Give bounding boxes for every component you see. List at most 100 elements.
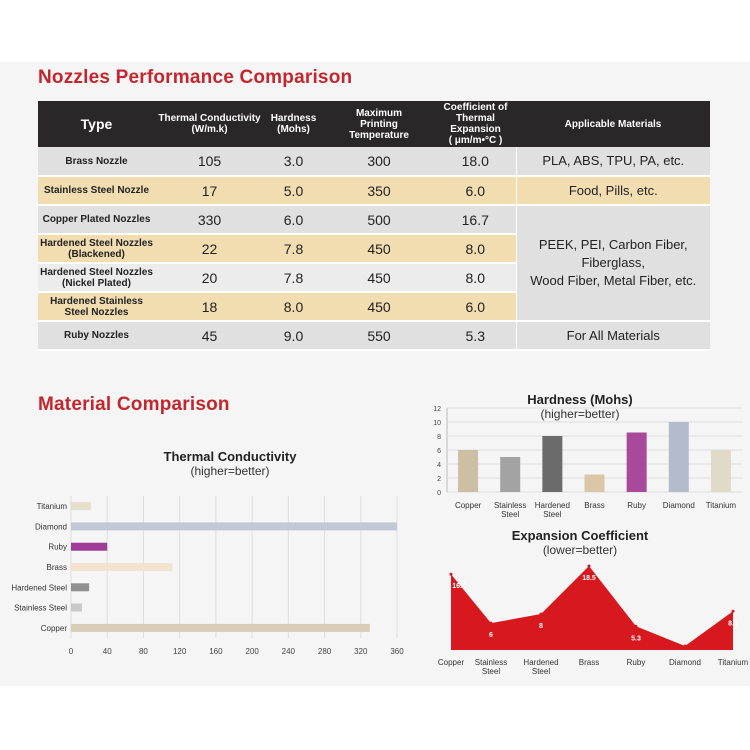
x-tick-label: 160 <box>209 647 223 656</box>
cell-expansion: 8.0 <box>435 234 516 264</box>
row-name: Hardened Steel Nozzles (Blackened) <box>38 234 155 264</box>
material-comparison-title: Material Comparison <box>38 394 230 415</box>
data-point <box>449 572 453 576</box>
cell-conductivity: 105 <box>155 147 264 177</box>
y-tick-label: 2 <box>437 476 441 483</box>
x-tick-label: 200 <box>245 647 259 656</box>
header-expansion: Coefficient of Thermal Expansion( μm/m•°C… <box>435 101 516 147</box>
cell-expansion: 5.3 <box>435 321 516 351</box>
category-label: Copper <box>455 501 482 510</box>
category-label: Steel <box>532 667 550 676</box>
category-label: Brass <box>579 658 599 667</box>
data-point <box>489 621 493 625</box>
category-label: Titanium <box>37 502 68 511</box>
cell-max-temp: 550 <box>323 321 435 351</box>
data-label: 8.6 <box>728 620 738 627</box>
bar-copper <box>71 623 370 632</box>
category-label: Copper <box>41 624 68 633</box>
category-label: Hardened <box>523 658 558 667</box>
row-name: Brass Nozzle <box>38 147 155 177</box>
cell-conductivity: 45 <box>155 321 264 351</box>
y-tick-label: 12 <box>433 406 441 413</box>
x-tick-label: 40 <box>103 647 112 656</box>
bar-hardened-steel <box>542 436 563 492</box>
cell-max-temp: 450 <box>323 263 435 293</box>
x-tick-label: 280 <box>318 647 332 656</box>
bar-brass <box>584 474 605 492</box>
bar-diamond <box>668 422 689 492</box>
cell-conductivity: 22 <box>155 234 264 264</box>
row-name: Stainless Steel Nozzle <box>38 176 155 206</box>
cell-expansion: 6.0 <box>435 292 516 322</box>
header-materials: Applicable Materials <box>516 101 710 147</box>
category-label: Diamond <box>669 658 701 667</box>
cell-materials: Food, Pills, etc. <box>515 176 710 206</box>
cell-max-temp: 450 <box>323 292 435 322</box>
category-label: Stainless <box>475 658 507 667</box>
header-conductivity: Thermal Conductivity (W/m.k) <box>155 101 264 147</box>
x-tick-label: 240 <box>282 647 296 656</box>
category-label: Titanium <box>718 658 749 667</box>
bar-stainless-steel <box>71 603 82 612</box>
data-point <box>683 644 687 648</box>
performance-table: Type Thermal Conductivity (W/m.k) Hardnes… <box>38 101 710 351</box>
cell-hardness: 3.0 <box>264 147 323 177</box>
cell-max-temp: 500 <box>323 205 435 235</box>
bar-diamond <box>71 522 397 531</box>
x-tick-label: 360 <box>390 647 404 656</box>
y-tick-label: 6 <box>437 448 441 455</box>
category-label: Ruby <box>627 658 646 667</box>
bar-titanium <box>71 502 91 511</box>
cell-max-temp: 300 <box>323 147 435 177</box>
cell-expansion: 6.0 <box>435 176 516 206</box>
data-point <box>731 609 735 613</box>
cell-materials-shared: PEEK, PEI, Carbon Fiber, Fiberglass, Wood… <box>515 205 710 322</box>
bar-brass <box>71 563 173 571</box>
data-label: 18.5 <box>582 575 596 582</box>
expansion-area <box>451 566 733 650</box>
table-header-row: Type Thermal Conductivity (W/m.k) Hardnes… <box>38 101 710 147</box>
cell-max-temp: 350 <box>323 176 435 206</box>
x-tick-label: 120 <box>173 647 187 656</box>
bar-stainless-steel <box>500 457 521 492</box>
cell-expansion: 8.0 <box>435 263 516 293</box>
cell-hardness: 9.0 <box>264 321 323 351</box>
category-label: Brass <box>47 563 67 572</box>
y-tick-label: 4 <box>437 462 441 469</box>
table-row: Copper Plated Nozzles 330 6.0 500 16.7 P… <box>38 205 710 322</box>
expansion-chart-title: Expansion Coefficient (lower=better) <box>511 528 649 557</box>
cell-hardness: 6.0 <box>264 205 323 235</box>
table-row: Brass Nozzle 105 3.0 300 18.0 PLA, ABS, … <box>38 147 710 177</box>
category-label: Diamond <box>663 501 695 510</box>
y-tick-label: 0 <box>437 490 441 497</box>
cell-hardness: 5.0 <box>264 176 323 206</box>
data-label: 16.7 <box>452 583 466 590</box>
hardness-chart-title: Hardness (Mohs) (higher=better) <box>527 392 633 421</box>
bar-hardened-steel <box>71 583 90 592</box>
table-row: Hardened Steel Nozzles (Blackened) 22 7.8… <box>38 234 710 264</box>
category-label: Stainless Steel <box>14 604 67 613</box>
category-label: Copper <box>438 658 465 667</box>
category-label: Ruby <box>627 501 646 510</box>
row-name: Ruby Nozzles <box>38 321 155 351</box>
row-name: Copper Plated Nozzles <box>38 205 155 235</box>
bar-ruby <box>71 542 108 551</box>
data-point <box>587 564 591 568</box>
cell-expansion: 16.7 <box>435 205 516 235</box>
bar-copper <box>458 450 479 492</box>
cell-hardness: 8.0 <box>264 292 323 322</box>
bar-titanium <box>710 450 731 492</box>
category-label: Hardened <box>535 501 570 510</box>
header-hardness: Hardness (Mohs) <box>264 101 323 147</box>
data-point <box>539 612 543 616</box>
header-max-temp: Maximum Printing Temperature <box>323 101 435 147</box>
x-tick-label: 320 <box>354 647 368 656</box>
cell-conductivity: 20 <box>155 263 264 293</box>
cell-hardness: 7.8 <box>264 263 323 293</box>
data-label: 6 <box>489 632 493 639</box>
category-label: Diamond <box>35 522 67 531</box>
category-label: Steel <box>543 510 561 519</box>
x-tick-label: 0 <box>69 647 74 656</box>
